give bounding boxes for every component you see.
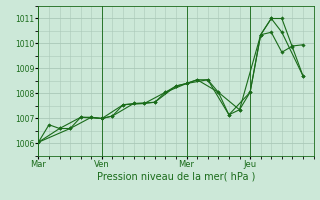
X-axis label: Pression niveau de la mer( hPa ): Pression niveau de la mer( hPa ) [97, 172, 255, 182]
